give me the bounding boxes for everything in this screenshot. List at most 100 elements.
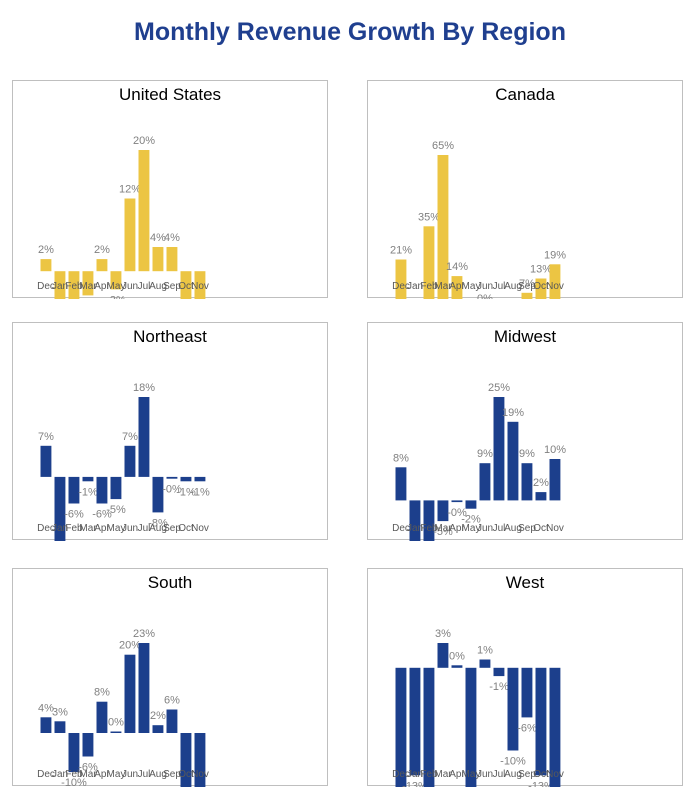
bar-chart: 2%Dec-9%Jan-13%Feb-4%Mar2%Apr-3%May12%Ju… [37,135,209,299]
x-tick-label: Nov [191,523,209,534]
bar [409,500,421,541]
bar [423,226,435,299]
data-label: -10% [500,756,526,768]
data-label: -5% [106,504,126,516]
chart-panel-midwest: Midwest 8%Dec-13%Jan-19%Feb-5%Mar-0%Apr-… [367,322,683,541]
x-tick-label: Oct [533,769,549,780]
data-label: 2% [38,244,54,256]
bar [54,476,66,541]
bar-chart: 7%Dec-23%Jan-6%Feb-1%Mar-6%Apr-5%May7%Ju… [37,382,210,541]
bar [493,667,505,677]
bar [423,667,435,787]
data-label: 14% [446,261,468,273]
bar [166,709,178,733]
x-tick-label: Feb [65,523,83,534]
chart-title: West [505,573,545,592]
bar [437,155,449,299]
bar [395,259,407,299]
bar [110,476,122,500]
data-label: 23% [133,628,155,640]
x-tick-label: Jul [138,769,151,780]
data-label: -5% [433,526,453,538]
x-tick-label: Jan [52,281,68,292]
bar [152,725,164,733]
data-label: 10% [544,444,566,456]
chart-panel-south: South 4% Dec 3% Jan -10% Feb -6% Mar 8% Apr 0% May 2… [12,568,328,787]
data-label: -1% [489,681,509,693]
x-tick-label: Jun [477,769,493,780]
x-tick-label: May [107,769,126,780]
x-tick-label: Mar [79,769,97,780]
bar [535,278,547,299]
bar [535,667,547,776]
bar [68,271,80,299]
x-tick-label: Nov [191,281,209,292]
bar [40,445,52,477]
data-label: 0% [108,717,124,729]
chart-panel-canada: Canada 21%Dec-1%Jan35%Feb65%Mar14%Apr-2%… [367,80,683,299]
bar [54,271,66,299]
x-tick-label: Jan [52,769,68,780]
data-label: 2% [94,244,110,256]
x-tick-label: Dec [392,769,410,780]
data-label: 2% [533,477,549,489]
data-label: 0% [449,650,465,662]
data-label: 9% [519,448,535,460]
bar [479,659,491,668]
data-label: 18% [133,382,155,394]
bar [194,733,206,787]
bar [493,397,505,501]
x-tick-label: Jun [122,523,138,534]
chart-title: United States [118,85,222,104]
x-tick-label: Apr [449,523,465,534]
x-tick-label: Apr [449,769,465,780]
x-tick-label: May [462,769,481,780]
bar [54,721,66,733]
x-tick-label: Aug [149,523,167,534]
bar [423,500,435,541]
bar [549,667,561,787]
x-tick-label: Dec [37,281,55,292]
data-label: -13% [528,780,554,787]
x-tick-label: Sep [163,769,181,780]
bar [68,476,80,504]
x-tick-label: Dec [392,523,410,534]
bar [152,247,164,272]
x-tick-label: Jun [477,281,493,292]
data-label: 2% [150,710,166,722]
bar [82,271,94,296]
data-label: -1% [78,486,98,498]
x-tick-label: Sep [163,281,181,292]
x-tick-label: Aug [149,281,167,292]
data-label: 7% [519,278,535,290]
x-tick-label: Sep [518,769,536,780]
bar [110,271,122,290]
data-label: 1% [477,645,493,657]
data-label: 8% [393,452,409,464]
data-label: -6% [517,723,537,735]
bar-chart: 21%Dec-1%Jan35%Feb65%Mar14%Apr-2%May0%Ju… [390,140,566,299]
bar [124,654,136,733]
x-tick-label: Feb [420,523,438,534]
chart-panel-northeast: Northeast 7%Dec-23%Jan-6%Feb-1%Mar-6%Apr… [12,322,328,541]
x-tick-label: May [462,523,481,534]
chart-title: Midwest [493,327,557,346]
x-tick-label: May [107,523,126,534]
x-tick-label: Jul [493,769,506,780]
x-tick-label: Aug [504,523,522,534]
x-tick-label: Apr [94,281,110,292]
bar [521,463,533,501]
data-label: 21% [390,245,412,257]
x-tick-label: Jan [407,281,423,292]
bar [166,247,178,272]
data-label: 3% [52,706,68,718]
chart-panel-west: West -19%Dec-13%Jan-17%Feb3%Mar0%Apr-15%… [367,568,683,787]
x-tick-label: May [107,281,126,292]
bar-chart: 4% Dec 3% Jan-10%Feb-6%Mar 8% Apr 0% May 20% Jun 2… [37,628,209,787]
x-tick-label: Apr [449,281,465,292]
x-tick-label: Oct [178,769,194,780]
bar [507,667,519,751]
bar [96,701,108,733]
data-label: -1% [176,486,196,498]
bar [40,259,52,272]
